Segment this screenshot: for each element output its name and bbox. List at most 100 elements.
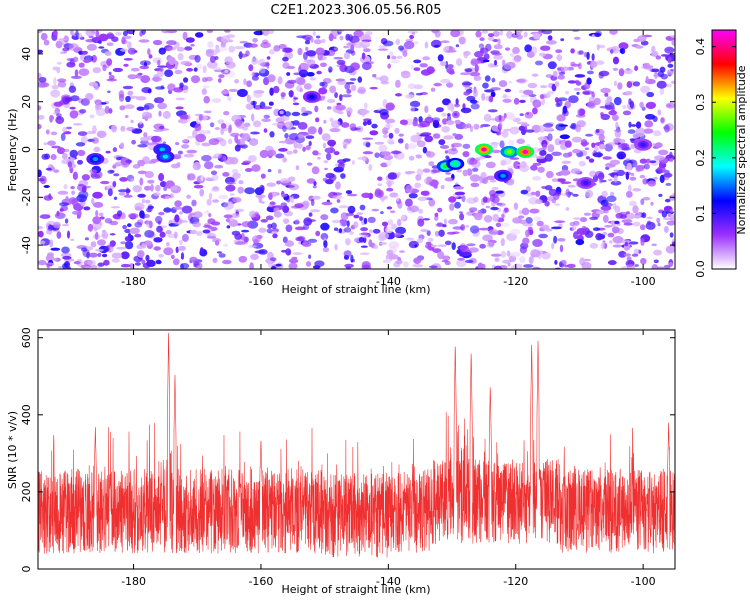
spectrogram-cell <box>206 61 218 69</box>
spectrogram-cell <box>473 196 479 203</box>
spectrogram-cell <box>632 205 639 214</box>
spectrogram-cell <box>396 195 399 202</box>
spectrogram-cell <box>493 44 503 50</box>
spectrogram-cell <box>484 89 495 93</box>
spectrogram-cell <box>112 147 118 153</box>
spectrogram-cell <box>321 201 333 206</box>
spectrogram-cell <box>331 219 341 224</box>
spectrogram-cell <box>498 80 508 88</box>
spectrogram-cell <box>120 157 129 166</box>
spectrogram-cell <box>603 202 613 207</box>
spectrogram-cell <box>639 224 646 231</box>
spectrogram-cell <box>551 242 555 250</box>
spectrogram-cell <box>193 67 198 72</box>
spectrogram-cell <box>597 44 606 49</box>
spectrogram-cell <box>208 192 213 200</box>
spectrogram-cell <box>399 250 405 253</box>
spectrogram-cell <box>117 210 123 217</box>
spectrogram-cell <box>122 30 128 37</box>
spectrogram-cell <box>557 238 566 242</box>
spectrogram-cell <box>602 214 609 223</box>
spectrogram-cell <box>296 35 307 39</box>
spectrogram-cell <box>318 87 328 95</box>
spectrogram-cell <box>417 123 426 128</box>
spectrogram-cell <box>56 116 62 120</box>
spectrogram-cell <box>64 218 69 224</box>
spectrogram-cell <box>666 220 675 226</box>
spectrogram-cell <box>63 184 68 190</box>
spectrogram-cell <box>490 206 499 211</box>
spectrogram-cell <box>497 38 501 45</box>
spectrogram-cell <box>459 213 465 221</box>
spectrogram-cell <box>446 82 454 88</box>
spectrogram-cell <box>547 35 553 41</box>
spectrogram-cell <box>417 196 428 201</box>
spectrogram-cell <box>479 125 484 129</box>
spectrogram-cell <box>251 57 259 65</box>
spectrogram-cell <box>554 260 558 265</box>
spectrogram-cell <box>621 219 633 224</box>
spectrogram-cell <box>302 200 310 209</box>
spectrogram-cell <box>424 116 434 124</box>
spectrogram-cell <box>150 184 154 192</box>
spectrogram-cell <box>612 67 619 71</box>
spectrogram-cell <box>344 83 351 90</box>
spectrogram-cell <box>249 262 254 269</box>
spectrogram-cell <box>503 113 507 119</box>
spectrogram-cell <box>38 49 43 54</box>
spectrogram-cell <box>297 47 303 56</box>
spectrogram-cell <box>312 185 317 189</box>
spectrogram-cell <box>391 55 397 60</box>
spectrogram-cell <box>431 117 441 123</box>
spectrogram-cell <box>456 58 463 67</box>
spectrogram-cell <box>306 72 315 77</box>
spectrogram-cell <box>43 185 50 188</box>
spectrogram-cell <box>165 230 172 235</box>
spectrogram-cell <box>414 244 418 247</box>
spectrogram-cell <box>68 85 77 93</box>
spectrogram-cell <box>120 48 128 52</box>
spectrogram-cell <box>210 188 220 192</box>
spectrogram-cell <box>200 175 204 181</box>
spectrogram-cell <box>583 212 592 216</box>
spectrogram-cell <box>402 50 408 57</box>
spectrogram-cell <box>359 216 363 222</box>
spectrogram-cell <box>173 206 183 210</box>
spectrogram-cell <box>315 35 321 39</box>
spectrogram-cell <box>498 114 502 121</box>
spectrogram-cell <box>589 170 597 177</box>
spectrogram-cell <box>214 56 219 60</box>
spectrogram-cell <box>495 222 502 228</box>
spectrogram-cell <box>306 162 313 166</box>
spectrogram-cell <box>378 144 388 152</box>
spectrogram-cell <box>623 244 630 251</box>
spectrogram-cell <box>651 243 657 247</box>
spectrogram-cell <box>553 235 558 244</box>
spectrogram-cell <box>398 138 404 144</box>
spectrogram-y-ticks: -40 -20 0 20 40 <box>20 47 675 254</box>
spectrogram-cell <box>266 56 271 60</box>
spectrogram-cell <box>507 263 511 267</box>
spectrogram-cell <box>192 221 202 228</box>
spectrogram-cell <box>594 145 599 152</box>
spectrogram-cell <box>517 78 528 84</box>
spectrogram-cell <box>598 70 610 77</box>
spectrogram-cell <box>416 132 420 135</box>
spectrogram-cell <box>522 222 534 227</box>
spectrogram-cell <box>105 150 111 154</box>
spectrogram-cell <box>348 138 352 142</box>
spectrogram-cell <box>492 196 500 204</box>
spectrogram-cell <box>585 133 594 137</box>
spectrogram-cell <box>166 30 178 34</box>
spectrogram-cell <box>204 161 214 170</box>
spectrogram-cell <box>484 75 491 82</box>
spectrogram-cell <box>122 224 127 230</box>
spectrogram-cell <box>359 204 366 211</box>
spectrogram-cell <box>322 247 330 253</box>
y-tick-label: 20 <box>20 95 33 109</box>
spectrogram-cell <box>570 168 581 175</box>
spectrogram-cell <box>52 66 59 71</box>
spectrogram-cell <box>99 212 104 217</box>
spectrogram-cell <box>618 211 628 217</box>
spectrogram-cell <box>449 203 455 211</box>
